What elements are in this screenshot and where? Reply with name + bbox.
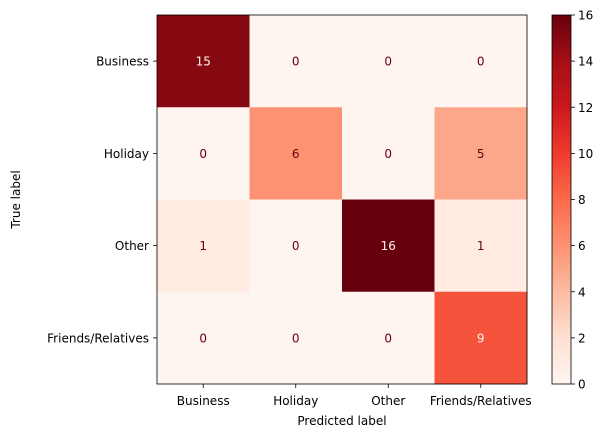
heatmap-cell [249,199,343,293]
cell-value-label: 0 [384,331,392,345]
y-axis-ticks: Business Holiday Other Friends/Relatives [47,55,157,345]
cell-value-label: 1 [477,239,485,253]
cell-value-label: 1 [199,239,207,253]
x-tick-label: Friends/Relatives [430,394,532,408]
colorbar-tick-label: 8 [578,193,586,207]
heatmap-cell [157,15,250,108]
y-tick-label: Holiday [104,147,149,161]
x-tick-label: Business [177,394,230,408]
cell-value-label: 0 [292,331,300,345]
cell-value-label: 15 [196,55,211,69]
heatmap-cell [342,107,435,200]
cell-value-label: 0 [292,239,300,253]
colorbar [551,14,572,385]
heatmap-cell [157,199,250,293]
plot-frame [156,14,528,385]
heatmap-cell [342,15,435,108]
colorbar-ticks: 0 2 4 6 8 10 12 14 16 [571,9,593,392]
colorbar-tick-label: 14 [578,55,593,69]
cell-value-label: 0 [199,147,207,161]
heatmap-cell [434,291,528,385]
heatmap-cell [249,15,343,108]
cell-value-label: 0 [292,55,300,69]
colorbar-tick-label: 10 [578,147,593,161]
heatmap-cell [434,199,528,293]
heatmap-cells [157,15,528,385]
heatmap-cell [342,291,435,385]
y-tick-label: Friends/Relatives [47,331,149,345]
cell-value-labels: 15 0 0 00 6 0 51 0 16 10 0 0 9 [196,55,485,346]
colorbar-tick-label: 6 [578,239,586,253]
cell-value-label: 0 [477,55,485,69]
heatmap-cell [249,107,343,200]
cell-value-label: 0 [199,331,207,345]
cell-value-label: 16 [381,239,396,253]
heatmap-cell [434,107,528,200]
y-axis-label: True label [9,170,23,229]
cell-value-label: 9 [477,331,485,345]
cell-value-label: 0 [384,147,392,161]
colorbar-tick-label: 4 [578,285,586,299]
cell-value-label: 5 [477,147,485,161]
x-tick-label: Other [371,394,405,408]
heatmap-cell [342,199,435,293]
y-tick-label: Other [115,239,149,253]
heatmap-cell [249,291,343,385]
heatmap-cell [434,15,528,108]
heatmap-cell [157,107,250,200]
colorbar-tick-label: 2 [578,331,586,345]
colorbar-tick-label: 12 [578,101,593,115]
x-tick-label: Holiday [273,394,318,408]
x-axis-ticks: Business Holiday Other Friends/Relatives [177,384,532,408]
colorbar-tick-label: 0 [578,378,586,392]
x-axis-label: Predicted label [297,414,386,428]
heatmap-cell [157,291,250,385]
y-tick-label: Business [96,55,149,69]
colorbar-tick-label: 16 [578,9,593,23]
cell-value-label: 6 [292,147,300,161]
cell-value-label: 0 [384,55,392,69]
